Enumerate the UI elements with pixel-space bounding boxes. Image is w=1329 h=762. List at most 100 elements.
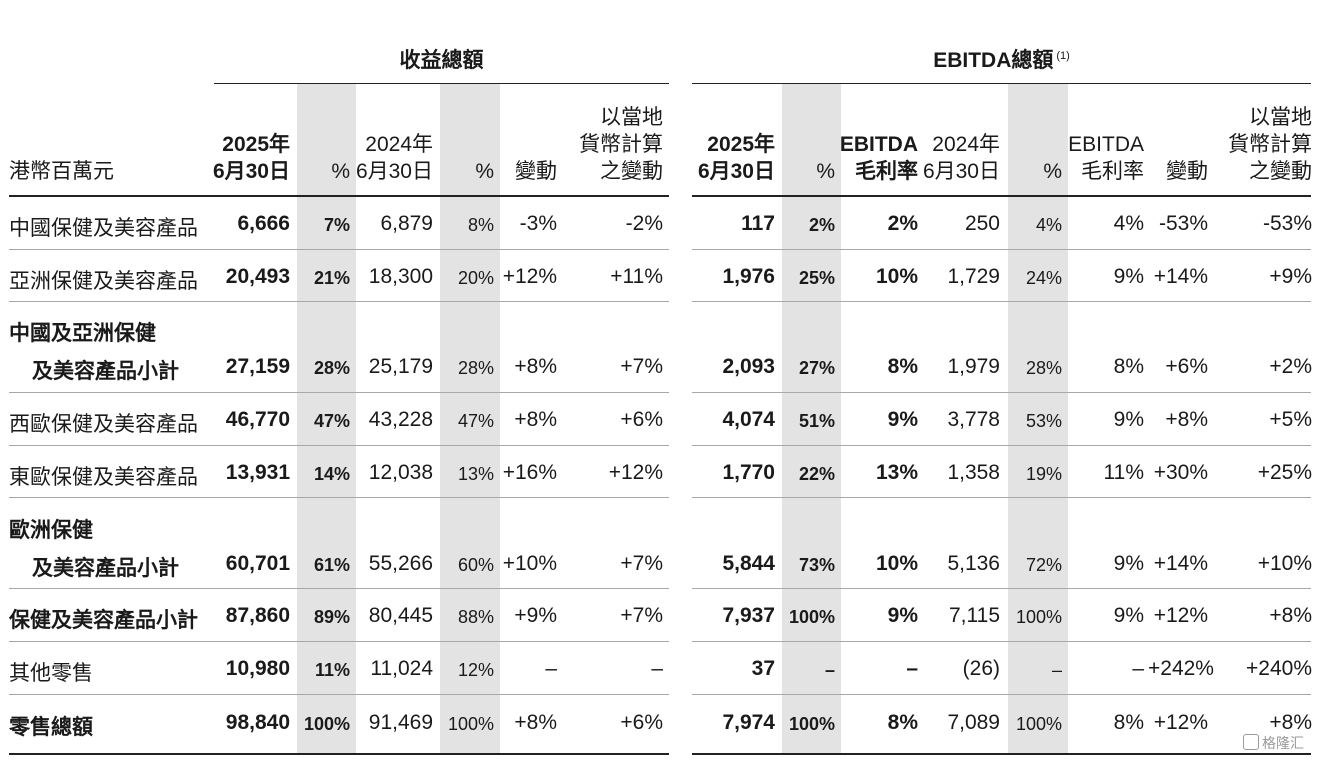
row-divider	[692, 588, 1311, 589]
table-cell: +8%	[514, 355, 557, 378]
watermark: 格隆汇	[1243, 733, 1304, 753]
table-cell: 11%	[1103, 461, 1144, 484]
revenue-group-header: 收益總額	[399, 49, 484, 72]
table-cell: 1,358	[947, 461, 1000, 484]
row-label: 中國保健及美容產品	[9, 217, 198, 240]
table-cell: +12%	[502, 265, 557, 288]
table-cell: +2%	[1269, 355, 1312, 378]
header-rule	[9, 195, 669, 197]
table-cell: +6%	[620, 711, 663, 734]
table-cell: 18,300	[368, 265, 433, 288]
table-cell: 7,089	[947, 711, 1000, 734]
table-cell: 11%	[314, 660, 350, 680]
table-cell: +8%	[1269, 711, 1312, 734]
group-underline	[692, 83, 1311, 84]
ebitda-group-header: EBITDA總額 (1)	[933, 49, 1070, 72]
table-cell: 5,844	[722, 552, 775, 575]
table-cell: +8%	[514, 408, 557, 431]
table-cell: 28%	[313, 358, 350, 378]
table-cell: +7%	[620, 355, 663, 378]
table-cell: 9%	[1113, 265, 1144, 288]
table-cell: 20,493	[225, 265, 290, 288]
table-cell: 72%	[1025, 555, 1062, 575]
table-cell: +7%	[620, 604, 663, 627]
table-cell: –	[824, 660, 835, 680]
table-cell: +7%	[620, 552, 663, 575]
table-cell: 25,179	[368, 355, 433, 378]
table-cell: 4%	[1035, 215, 1062, 235]
unit-label: 港幣百萬元	[9, 160, 114, 183]
row-divider	[692, 497, 1311, 498]
table-cell: +25%	[1257, 461, 1312, 484]
table-cell: +9%	[1269, 265, 1312, 288]
column-header: %	[816, 160, 835, 183]
table-cell: +6%	[620, 408, 663, 431]
table-cell: 8%	[1113, 355, 1144, 378]
column-header: %	[1043, 160, 1062, 183]
table-cell: -53%	[1262, 212, 1312, 235]
table-cell: 12%	[457, 660, 494, 680]
table-cell: 7,974	[722, 711, 775, 734]
table-cell: 46,770	[225, 408, 290, 431]
table-cell: 8%	[467, 215, 494, 235]
table-cell: –	[1132, 657, 1144, 680]
row-label: 及美容產品小計	[32, 360, 179, 383]
table-cell: +10%	[502, 552, 557, 575]
row-divider	[692, 753, 1311, 755]
table-cell: 6,666	[237, 212, 290, 235]
table-cell: 88%	[457, 607, 494, 627]
table-cell: –	[1051, 660, 1062, 680]
table-cell: 8%	[1113, 711, 1144, 734]
row-divider	[9, 249, 669, 250]
table-cell: 53%	[1025, 411, 1062, 431]
table-cell: 2%	[808, 215, 835, 235]
table-cell: 4,074	[722, 408, 775, 431]
table-cell: 37	[751, 657, 775, 680]
table-cell: +12%	[608, 461, 663, 484]
table-cell: 9%	[1113, 604, 1144, 627]
table-cell: 60%	[457, 555, 494, 575]
table-cell: 1,979	[947, 355, 1000, 378]
table-cell: +242%	[1148, 657, 1214, 680]
table-cell: 9%	[887, 408, 918, 431]
table-cell: 100%	[1015, 714, 1062, 734]
table-cell: 5,136	[947, 552, 1000, 575]
column-header: %	[475, 160, 494, 183]
table-cell: 1,976	[722, 265, 775, 288]
column-header: 2024年 6月30日	[355, 133, 433, 183]
table-cell: 87,860	[225, 604, 290, 627]
table-cell: 10%	[875, 265, 918, 288]
row-label: 及美容產品小計	[32, 557, 179, 580]
row-divider	[692, 249, 1311, 250]
table-cell: 100%	[1015, 607, 1062, 627]
table-cell: 7,115	[949, 604, 1000, 627]
row-label: 其他零售	[9, 662, 93, 685]
table-cell: 24%	[1025, 268, 1062, 288]
table-cell: 100%	[303, 714, 350, 734]
table-cell: +8%	[514, 711, 557, 734]
table-cell: 250	[964, 212, 1000, 235]
table-cell: 8%	[887, 355, 918, 378]
table-cell: +14%	[1153, 552, 1208, 575]
table-cell: –	[906, 657, 918, 680]
row-label: 亞洲保健及美容產品	[9, 270, 198, 293]
table-cell: +14%	[1153, 265, 1208, 288]
column-header: 2024年 6月30日	[922, 133, 1000, 183]
row-divider	[9, 588, 669, 589]
table-cell: 100%	[788, 714, 835, 734]
table-cell: 14%	[313, 464, 350, 484]
table-cell: 10%	[875, 552, 918, 575]
table-cell: 10,980	[225, 657, 290, 680]
table-cell: +10%	[1257, 552, 1312, 575]
table-cell: 12,038	[368, 461, 433, 484]
watermark-logo-icon	[1243, 734, 1259, 750]
row-label: 歐洲保健	[9, 519, 93, 542]
row-divider	[692, 641, 1311, 642]
table-cell: 91,469	[368, 711, 433, 734]
column-header: 以當地 貨幣計算 之變動	[1228, 106, 1312, 183]
row-divider	[9, 694, 669, 695]
table-cell: 61%	[313, 555, 350, 575]
row-label: 中國及亞洲保健	[9, 322, 156, 345]
row-label: 西歐保健及美容產品	[9, 413, 198, 436]
table-cell: 11,024	[370, 657, 433, 680]
